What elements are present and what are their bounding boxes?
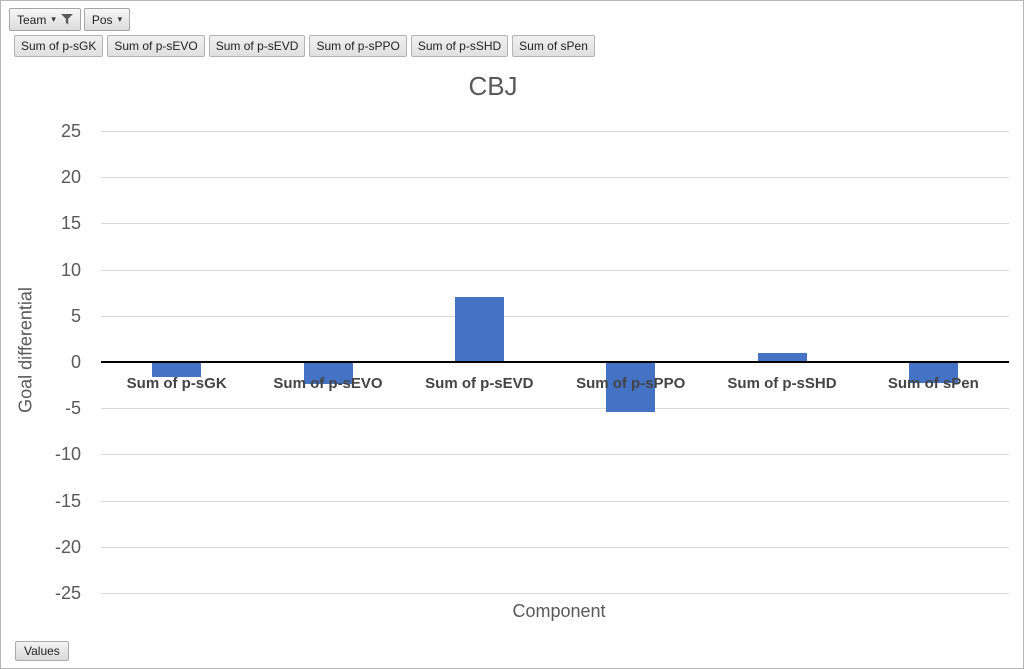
category-label: Sum of p-sGK xyxy=(126,375,227,392)
bar-sum-of-p-sppo[interactable] xyxy=(606,362,656,412)
chart-title: CBJ xyxy=(468,71,518,101)
y-tick-label: 25 xyxy=(60,121,81,141)
y-tick-label: -15 xyxy=(54,490,81,511)
filter-button-row: Team ▾ Pos ▾ xyxy=(9,8,131,31)
h-gridline xyxy=(101,546,1009,548)
pivot-field-button[interactable]: Sum of p-sPPO xyxy=(309,35,407,57)
team-filter-label: Team xyxy=(17,12,47,27)
pivot-field-button[interactable]: Sum of p-sSHD xyxy=(410,35,509,57)
caret-down-icon: ▾ xyxy=(51,14,56,24)
h-gridline xyxy=(101,131,1009,132)
h-gridline xyxy=(101,177,1009,179)
h-gridline xyxy=(101,223,1009,225)
h-gridline xyxy=(101,269,1009,271)
pivot-field-button[interactable]: Sum of p-sEVO xyxy=(107,35,205,57)
value-field-button-row: Sum of p-sGK Sum of p-sEVO Sum of p-sEVD Su… xyxy=(14,35,595,57)
h-gridline xyxy=(101,408,1009,410)
zero-axis-line xyxy=(101,361,1009,363)
pos-filter-button[interactable]: Pos ▾ xyxy=(83,8,131,31)
y-tick-label: -25 xyxy=(54,583,81,603)
team-filter-button[interactable]: Team ▾ xyxy=(9,8,81,31)
h-gridline xyxy=(101,454,1009,456)
category-label: Sum of p-sSHD xyxy=(727,375,837,392)
bar-sum-of-p-sshd[interactable] xyxy=(757,352,807,362)
h-gridline xyxy=(101,593,1009,594)
y-tick-label: 15 xyxy=(60,213,81,234)
filter-funnel-icon xyxy=(60,14,73,25)
y-tick-label: 10 xyxy=(60,259,81,280)
pivot-field-button[interactable]: Sum of p-sEVD xyxy=(208,35,306,57)
h-gridline xyxy=(101,500,1009,502)
bar-sum-of-spen[interactable] xyxy=(908,362,958,384)
x-axis-title: Component xyxy=(512,601,606,621)
category-label: Sum of p-sEVO xyxy=(273,375,383,392)
category-label: Sum of sPen xyxy=(887,375,979,392)
values-button[interactable]: Values xyxy=(15,641,69,661)
bar-sum-of-p-sgk[interactable] xyxy=(152,362,202,377)
bar-sum-of-p-sevd[interactable] xyxy=(454,297,504,362)
y-tick-label: 20 xyxy=(60,167,81,188)
y-tick-label: -20 xyxy=(54,536,81,557)
pivot-field-button[interactable]: Sum of sPen xyxy=(512,35,595,57)
y-tick-label: 5 xyxy=(70,305,81,326)
bar-sum-of-p-sevo[interactable] xyxy=(303,362,353,385)
pivot-field-button[interactable]: Sum of p-sGK xyxy=(14,35,104,57)
caret-down-icon: ▾ xyxy=(117,14,123,24)
y-tick-label: 0 xyxy=(70,352,81,372)
h-gridline xyxy=(101,315,1009,317)
y-tick-label: -5 xyxy=(64,398,81,419)
category-label: Sum of p-sEVD xyxy=(425,375,534,392)
category-label: Sum of p-sPPO xyxy=(576,375,686,392)
y-tick-label: -10 xyxy=(54,444,81,465)
pos-filter-label: Pos xyxy=(91,12,113,27)
